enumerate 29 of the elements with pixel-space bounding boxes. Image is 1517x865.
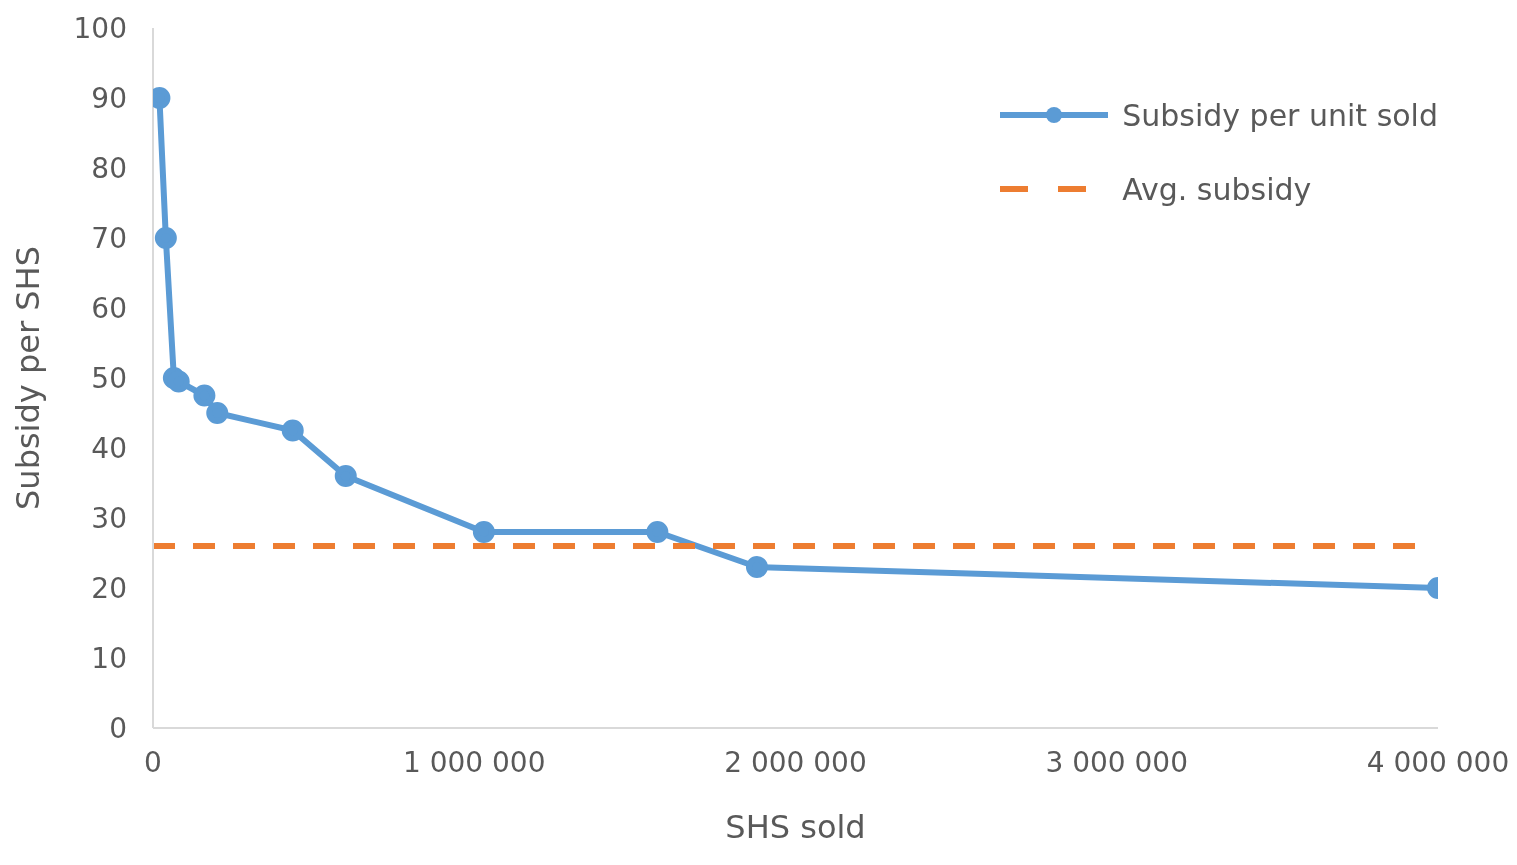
y-tick-label: 70 (91, 221, 127, 255)
x-axis-title: SHS sold (725, 808, 866, 846)
point (334, 465, 357, 487)
y-tick-label: 90 (91, 81, 127, 115)
x-tick-label: 1 000 000 (402, 745, 546, 779)
y-tick-label: 20 (91, 571, 127, 605)
x-tick-label: 0 (144, 745, 162, 779)
y-tick-label: 0 (109, 711, 127, 745)
y-tick-label: 10 (91, 641, 127, 675)
point (745, 556, 768, 578)
y-tick-label: 30 (91, 501, 127, 535)
y-tick-label: 40 (91, 431, 127, 465)
x-tick-label: 2 000 000 (724, 745, 867, 779)
x-tick-label: 3 000 000 (1045, 745, 1189, 779)
y-tick-label: 80 (91, 151, 127, 185)
y-tick-label: 50 (91, 361, 127, 395)
y-tick-label: 60 (91, 291, 127, 325)
point (281, 419, 304, 442)
point (646, 521, 669, 543)
y-axis-title: Subsidy per SHS (9, 246, 48, 510)
x-tick-label: 4 000 000 (1366, 745, 1510, 779)
legend-label: Subsidy per unit sold (1122, 97, 1438, 133)
point (167, 370, 190, 393)
y-tick-label: 100 (73, 11, 127, 45)
legend-label: Avg. subsidy (1122, 171, 1312, 207)
point (472, 521, 495, 543)
point (193, 384, 216, 407)
point (154, 227, 177, 249)
point (206, 402, 229, 424)
